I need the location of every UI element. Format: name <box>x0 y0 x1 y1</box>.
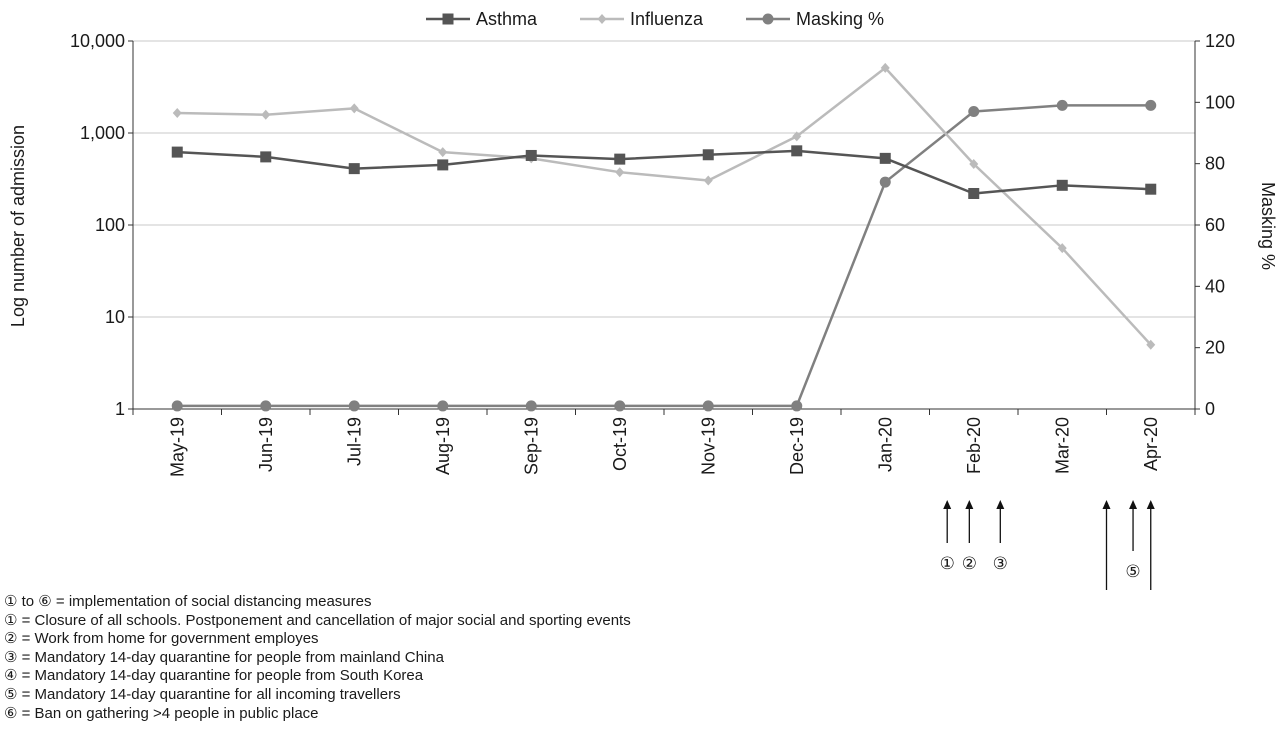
note-7: ⑥ = Ban on gathering >4 people in public… <box>4 704 319 722</box>
y-right-tick-label: 120 <box>1205 31 1235 51</box>
legend-marker-influenza <box>597 14 607 24</box>
annotation-arrowhead <box>996 500 1005 509</box>
data-point-asthma <box>1145 183 1157 195</box>
y-left-tick-label: 1 <box>115 399 125 419</box>
legend-label-influenza: Influenza <box>630 9 704 29</box>
data-point-influenza <box>880 62 890 73</box>
y-left-axis-label: Log number of admission <box>8 125 28 327</box>
x-tick-label: Mar-20 <box>1052 417 1072 474</box>
data-point-asthma <box>968 187 980 199</box>
annotation-arrowhead <box>943 500 952 509</box>
series-line-influenza <box>177 66 1152 346</box>
note-2: ① = Closure of all schools. Postponement… <box>4 611 631 629</box>
data-point-masking <box>525 400 537 412</box>
data-point-asthma <box>171 146 183 158</box>
data-point-influenza <box>172 107 182 118</box>
note-3: ② = Work from home for government employ… <box>4 630 319 648</box>
chart: 1 10 100 1,000 10,000 0 20 40 60 80 100 120 May-19 Ju… <box>8 9 1278 590</box>
data-point-masking <box>879 176 891 188</box>
annotation-arrowhead <box>965 500 974 509</box>
data-point-asthma <box>702 149 714 161</box>
data-point-influenza <box>438 147 448 158</box>
y-left-tick-label: 1,000 <box>80 123 125 143</box>
data-point-influenza <box>349 103 359 114</box>
measure-annotations: ①②③④⑤⑥ <box>940 500 1155 590</box>
y-right-tick-label: 80 <box>1205 154 1225 174</box>
annotation-label: ③ <box>993 554 1008 573</box>
gridlines <box>133 40 1195 410</box>
note-1: ① to ⑥ = implementation of social distan… <box>4 593 372 610</box>
data-point-asthma <box>437 159 449 171</box>
x-tick-label: Sep-19 <box>521 417 541 475</box>
data-point-influenza <box>261 109 271 120</box>
y-right-axis-label: Masking % <box>1258 182 1278 270</box>
x-tick-label: Jul-19 <box>344 417 364 466</box>
axes: 1 10 100 1,000 10,000 0 20 40 60 80 100 120 May-19 Ju… <box>70 31 1235 477</box>
x-tick-label: Jun-19 <box>256 417 276 472</box>
y-left-tick-label: 100 <box>95 215 125 235</box>
legend-marker-masking <box>762 13 774 25</box>
y-right-tick-label: 0 <box>1205 399 1215 419</box>
legend-label-masking: Masking % <box>796 9 884 29</box>
data-point-influenza <box>703 175 713 186</box>
annotation-label: ⑤ <box>1125 562 1140 581</box>
data-point-asthma <box>614 153 626 165</box>
y-right-tick-label: 60 <box>1205 215 1225 235</box>
data-point-asthma <box>260 151 272 163</box>
data-point-masking <box>348 400 360 412</box>
x-tick-label: Dec-19 <box>787 417 807 475</box>
annotation-arrowhead <box>1102 500 1111 509</box>
x-tick-label: Oct-19 <box>610 417 630 471</box>
legend: Asthma Influenza Masking % <box>426 9 884 29</box>
legend-label-asthma: Asthma <box>476 9 538 29</box>
data-point-influenza <box>1146 339 1156 350</box>
data-point-masking <box>791 400 803 412</box>
data-point-asthma <box>1056 179 1068 191</box>
y-right-tick-label: 40 <box>1205 276 1225 296</box>
data-point-masking <box>1145 99 1157 111</box>
series-line-masking <box>177 104 1151 408</box>
data-point-influenza <box>969 159 979 170</box>
legend-marker-asthma <box>442 13 454 25</box>
annotation-label: ① <box>940 554 955 573</box>
data-point-masking <box>968 106 980 118</box>
series-line-asthma <box>177 149 1151 195</box>
x-tick-label: May-19 <box>167 417 187 477</box>
x-tick-label: Aug-19 <box>433 417 453 475</box>
y-right-tick-label: 20 <box>1205 338 1225 358</box>
data-point-influenza <box>615 167 625 178</box>
y-left-tick-label: 10 <box>105 307 125 327</box>
note-4: ③ = Mandatory 14-day quarantine for peop… <box>4 648 444 666</box>
data-point-masking <box>260 400 272 412</box>
x-tick-label: Apr-20 <box>1141 417 1161 471</box>
note-6: ⑤ = Mandatory 14-day quarantine for all … <box>4 685 401 703</box>
annotation-arrowhead <box>1146 500 1155 509</box>
data-point-asthma <box>791 145 803 157</box>
x-tick-label: Nov-19 <box>698 417 718 475</box>
y-left-tick-label: 10,000 <box>70 31 125 51</box>
data-point-masking <box>171 400 183 412</box>
data-point-masking <box>437 400 449 412</box>
series-layer <box>171 62 1157 412</box>
annotation-label: ② <box>962 554 977 573</box>
data-point-masking <box>702 400 714 412</box>
note-5: ④ = Mandatory 14-day quarantine for peop… <box>4 667 424 685</box>
y-right-tick-label: 100 <box>1205 92 1235 112</box>
data-point-influenza <box>792 131 802 142</box>
annotation-arrowhead <box>1129 500 1138 509</box>
data-point-asthma <box>879 152 891 164</box>
data-point-masking <box>614 400 626 412</box>
data-point-asthma <box>525 149 537 161</box>
x-tick-label: Feb-20 <box>964 417 984 474</box>
x-tick-label: Jan-20 <box>875 417 895 472</box>
notes-block: ① to ⑥ = implementation of social distan… <box>4 593 631 723</box>
data-point-influenza <box>1057 243 1067 254</box>
data-point-masking <box>1056 99 1068 111</box>
data-point-asthma <box>348 163 360 175</box>
